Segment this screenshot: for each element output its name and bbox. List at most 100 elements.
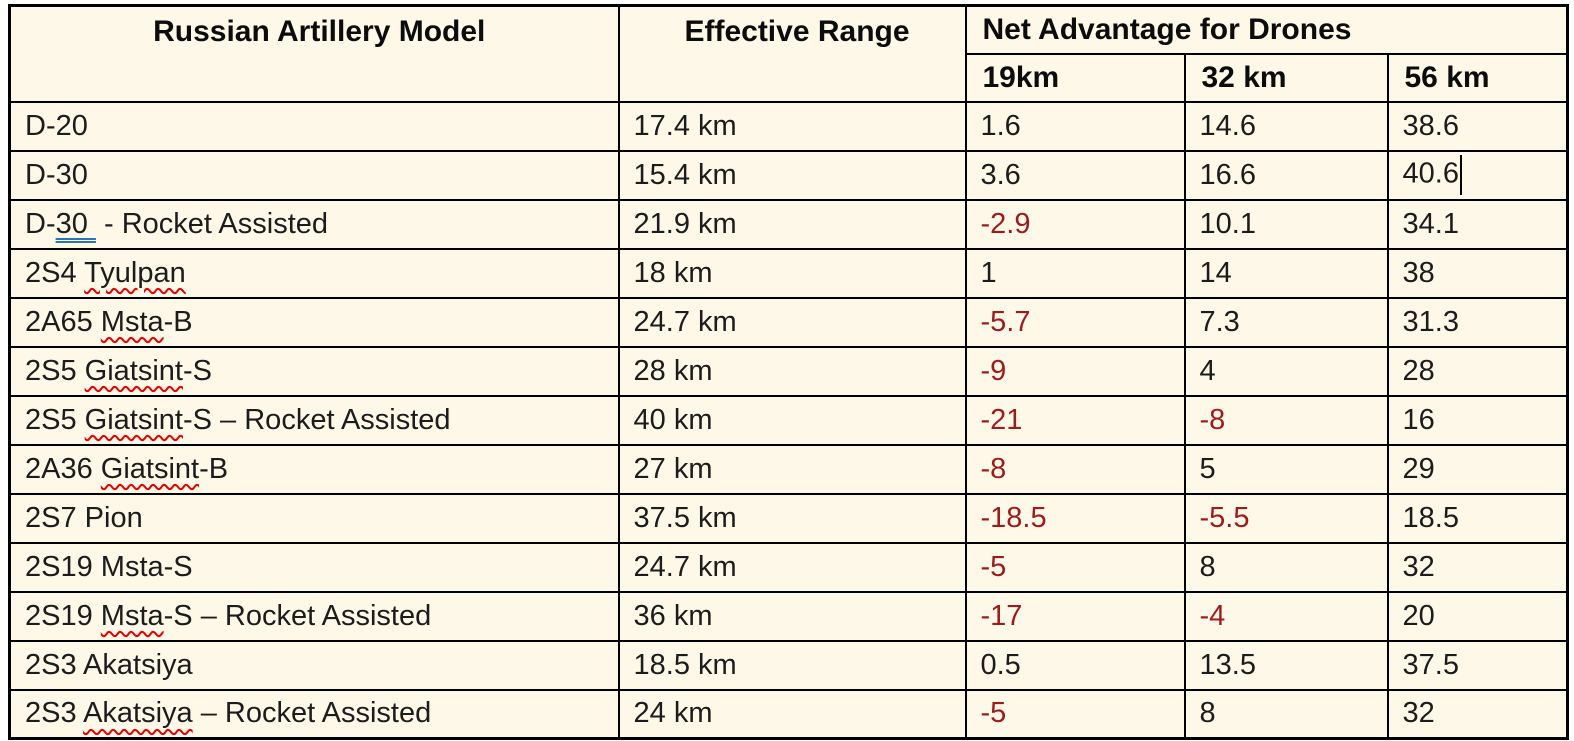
net-advantage-cell-19km[interactable]: -17 [964, 590, 1186, 642]
range-text: 28 km [633, 354, 713, 387]
value-text: -5.5 [1199, 501, 1250, 534]
model-cell[interactable]: 2S3 Akatsiya [8, 639, 620, 691]
range-text: 24 km [633, 697, 713, 730]
header-net-advantage[interactable]: Net Advantage for Drones [964, 4, 1569, 55]
net-advantage-cell-56km[interactable]: 38 [1386, 247, 1569, 299]
net-advantage-cell-56km[interactable]: 18.5 [1386, 492, 1569, 544]
net-advantage-cell-56km[interactable]: 38.6 [1386, 100, 1569, 152]
net-advantage-cell-19km[interactable]: -8 [964, 443, 1186, 495]
model-cell[interactable]: 2A65 Msta-B [8, 296, 620, 348]
value-text: -17 [980, 599, 1023, 632]
effective-range-cell[interactable]: 18.5 km [617, 639, 967, 691]
range-text: 18.5 km [633, 648, 737, 681]
model-cell[interactable]: 2S7 Pion [8, 492, 620, 544]
header-effective-range-column[interactable]: Effective Range [617, 4, 967, 103]
net-advantage-cell-19km[interactable]: 1.6 [964, 100, 1186, 152]
model-text: 2S3 [25, 697, 84, 730]
header-distance-56km[interactable]: 56 km [1386, 52, 1569, 103]
net-advantage-cell-19km[interactable]: -2.9 [964, 198, 1186, 250]
net-advantage-cell-56km[interactable]: 16 [1386, 394, 1569, 446]
net-advantage-cell-32km[interactable]: 14 [1183, 247, 1389, 299]
net-advantage-cell-19km[interactable]: -5 [964, 688, 1186, 740]
net-advantage-cell-32km[interactable]: 5 [1183, 443, 1389, 495]
effective-range-cell[interactable]: 24.7 km [617, 296, 967, 348]
net-advantage-cell-19km[interactable]: -18.5 [964, 492, 1186, 544]
model-cell[interactable]: 2S4 Tyulpan [8, 247, 620, 299]
net-advantage-cell-32km[interactable]: -8 [1183, 394, 1389, 446]
header-distance-32km[interactable]: 32 km [1183, 52, 1389, 103]
value-text: -2.9 [980, 207, 1031, 240]
value-text: 40.6 [1402, 157, 1459, 190]
range-text: 18 km [633, 256, 713, 289]
effective-range-cell[interactable]: 36 km [617, 590, 967, 642]
model-cell[interactable]: 2S19 Msta-S – Rocket Assisted [8, 590, 620, 642]
header-row-distances: 19km 32 km 56 km [10, 52, 1569, 103]
net-advantage-cell-56km[interactable]: 28 [1386, 345, 1569, 397]
model-text: 2S19 [25, 599, 101, 632]
net-advantage-cell-19km[interactable]: -9 [964, 345, 1186, 397]
spellcheck-marked-text: Giatsint [84, 403, 183, 436]
header-distance-19km[interactable]: 19km [964, 52, 1186, 103]
net-advantage-cell-32km[interactable]: 13.5 [1183, 639, 1389, 691]
effective-range-cell[interactable]: 17.4 km [617, 100, 967, 152]
net-advantage-cell-19km[interactable]: 3.6 [964, 149, 1186, 201]
net-advantage-cell-32km[interactable]: 14.6 [1183, 100, 1389, 152]
net-advantage-cell-19km[interactable]: -5.7 [964, 296, 1186, 348]
effective-range-cell[interactable]: 37.5 km [617, 492, 967, 544]
net-advantage-cell-32km[interactable]: 10.1 [1183, 198, 1389, 250]
value-text: -5.7 [980, 305, 1031, 338]
effective-range-cell[interactable]: 40 km [617, 394, 967, 446]
net-advantage-cell-32km[interactable]: 16.6 [1183, 149, 1389, 201]
net-advantage-cell-19km[interactable]: -21 [964, 394, 1186, 446]
net-advantage-cell-32km[interactable]: -5.5 [1183, 492, 1389, 544]
range-text: 21.9 km [633, 207, 737, 240]
net-advantage-cell-56km[interactable]: 29 [1386, 443, 1569, 495]
net-advantage-cell-32km[interactable]: 8 [1183, 541, 1389, 593]
effective-range-cell[interactable]: 28 km [617, 345, 967, 397]
net-advantage-cell-56km[interactable]: 37.5 [1386, 639, 1569, 691]
value-text: 37.5 [1402, 648, 1459, 681]
net-advantage-cell-56km[interactable]: 34.1 [1386, 198, 1569, 250]
net-advantage-cell-19km[interactable]: 1 [964, 247, 1186, 299]
net-advantage-cell-56km[interactable]: 40.6 [1386, 149, 1569, 201]
model-text: 2A36 [25, 452, 101, 485]
net-advantage-cell-56km[interactable]: 32 [1386, 541, 1569, 593]
net-advantage-cell-32km[interactable]: -4 [1183, 590, 1389, 642]
effective-range-cell[interactable]: 24 km [617, 688, 967, 740]
value-text: 7.3 [1199, 305, 1240, 338]
net-advantage-cell-56km[interactable]: 20 [1386, 590, 1569, 642]
effective-range-cell[interactable]: 21.9 km [617, 198, 967, 250]
value-text: 14 [1199, 256, 1232, 289]
effective-range-cell[interactable]: 18 km [617, 247, 967, 299]
model-cell[interactable]: 2S3 Akatsiya – Rocket Assisted [8, 688, 620, 740]
effective-range-cell[interactable]: 15.4 km [617, 149, 967, 201]
value-text: 31.3 [1402, 305, 1459, 338]
range-text: 17.4 km [633, 109, 737, 142]
model-cell[interactable]: D-20 [8, 100, 620, 152]
table-row: 2S5 Giatsint-S – Rocket Assisted 40 km -21… [8, 394, 1569, 446]
effective-range-cell[interactable]: 27 km [617, 443, 967, 495]
net-advantage-cell-19km[interactable]: -5 [964, 541, 1186, 593]
model-cell[interactable]: D-30 - Rocket Assisted [8, 198, 620, 250]
table-row: D-30 - Rocket Assisted 21.9 km -2.9 10.1 34.… [8, 198, 1569, 250]
net-advantage-cell-32km[interactable]: 4 [1183, 345, 1389, 397]
value-text: -5 [980, 697, 1007, 730]
value-text: -4 [1199, 599, 1226, 632]
net-advantage-cell-56km[interactable]: 31.3 [1386, 296, 1569, 348]
net-advantage-cell-32km[interactable]: 8 [1183, 688, 1389, 740]
table-body: D-20 17.4 km 1.6 14.6 38.6 D-30 15.4 km 3.6 16.6… [8, 100, 1569, 740]
header-model-column[interactable]: Russian Artillery Model [8, 4, 620, 103]
value-text: 10.1 [1199, 207, 1256, 240]
net-advantage-cell-32km[interactable]: 7.3 [1183, 296, 1389, 348]
model-cell[interactable]: 2S5 Giatsint-S [8, 345, 620, 397]
value-text: 29 [1402, 452, 1435, 485]
model-cell[interactable]: 2A36 Giatsint-B [8, 443, 620, 495]
net-advantage-cell-56km[interactable]: 32 [1386, 688, 1569, 740]
model-text: 2S3 Akatsiya [25, 648, 193, 681]
model-cell[interactable]: 2S5 Giatsint-S – Rocket Assisted [8, 394, 620, 446]
model-cell[interactable]: 2S19 Msta-S [8, 541, 620, 593]
model-cell[interactable]: D-30 [8, 149, 620, 201]
net-advantage-cell-19km[interactable]: 0.5 [964, 639, 1186, 691]
effective-range-cell[interactable]: 24.7 km [617, 541, 967, 593]
value-text: 1.6 [980, 109, 1021, 142]
